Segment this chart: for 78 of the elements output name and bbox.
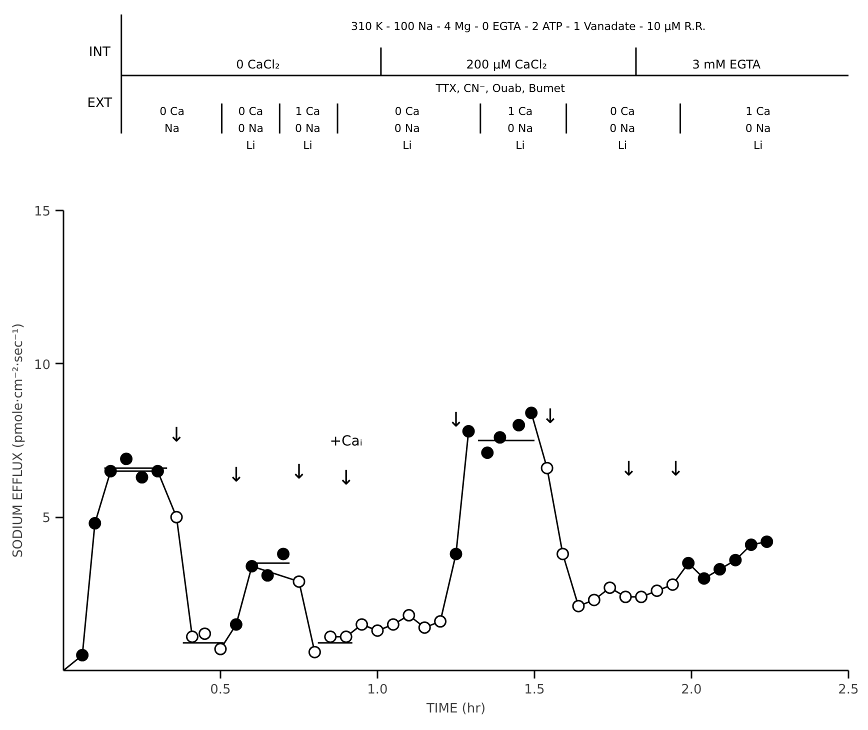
y-tick-label: 5 [42, 511, 51, 526]
point [340, 630, 352, 644]
point [540, 462, 554, 474]
x-tick-label: 0.5 [210, 682, 231, 698]
point [402, 609, 416, 622]
text: 3 mM EGTA [692, 58, 762, 72]
point [230, 618, 242, 631]
point [650, 584, 664, 598]
point [512, 418, 526, 432]
point [371, 624, 384, 637]
annotation: ↓ [228, 462, 245, 486]
point [246, 560, 258, 572]
x-tick-label: 1.5 [524, 682, 545, 698]
text: 0 Ca 0 Na Li [394, 105, 420, 152]
text: 0 Ca 0 Na Li [238, 105, 264, 152]
point [604, 581, 616, 594]
point [386, 618, 400, 631]
point [418, 621, 431, 634]
point [308, 646, 321, 658]
text: 200 μM CaCl₂ [466, 58, 548, 72]
annotation: ↓ [168, 422, 185, 447]
text: 310 K - 100 Na - 4 Mg - 0 EGTA - 2 ATP - 1 Vanadate - 10 μM R.R. [350, 20, 706, 33]
annotation: ↓ [290, 459, 308, 484]
text: 1 Ca 0 Na Li [294, 105, 320, 152]
text: 0 CaCl₂ [236, 58, 280, 72]
point [450, 548, 462, 560]
point [76, 648, 89, 662]
point [277, 548, 290, 560]
annotation: +Caᵢ [330, 434, 362, 450]
point [462, 425, 475, 438]
point [556, 548, 570, 560]
point [525, 406, 538, 420]
point [324, 630, 337, 644]
annotation: ↓ [620, 456, 638, 480]
text: 0 Ca Na [160, 105, 184, 135]
point [104, 464, 117, 478]
point [729, 554, 742, 566]
point [434, 615, 447, 628]
point [619, 590, 632, 604]
x-tick-label: 2.0 [681, 682, 702, 698]
point [744, 538, 758, 552]
annotation: ↓ [667, 456, 684, 480]
point [588, 594, 600, 606]
point [261, 569, 274, 582]
point [186, 630, 198, 644]
y-axis-title: SODIUM EFFLUX (pmole·cm⁻²·sec⁻¹) [10, 323, 26, 558]
point [714, 563, 726, 576]
point [292, 575, 306, 588]
y-tick-label: 10 [34, 358, 51, 373]
point [698, 572, 710, 585]
annotation: ↓ [448, 407, 464, 432]
point [666, 578, 679, 591]
point [494, 431, 506, 444]
point [88, 517, 102, 530]
text: INT [88, 45, 110, 60]
point [120, 452, 133, 466]
x-tick-label: 2.5 [838, 682, 859, 698]
point [481, 446, 494, 460]
annotation: ↓ [338, 466, 354, 490]
text: TTX, CN⁻, Ouab, Bumet [434, 82, 566, 95]
point [214, 642, 227, 656]
point [151, 464, 164, 478]
point [635, 590, 648, 604]
point [198, 627, 212, 640]
point [682, 556, 695, 570]
point [356, 618, 368, 631]
y-tick-label: 15 [34, 204, 51, 220]
x-axis-title: TIME (hr) [425, 702, 486, 716]
text: 0 Ca 0 Na Li [610, 105, 636, 152]
annotation: ↓ [542, 404, 559, 428]
point [170, 510, 183, 524]
point [136, 471, 148, 484]
point [572, 600, 585, 612]
text: EXT [87, 96, 112, 111]
point [760, 535, 774, 548]
text: 1 Ca 0 Na Li [507, 105, 533, 152]
text: 1 Ca 0 Na Li [745, 105, 771, 152]
x-tick-label: 1.0 [367, 682, 388, 698]
